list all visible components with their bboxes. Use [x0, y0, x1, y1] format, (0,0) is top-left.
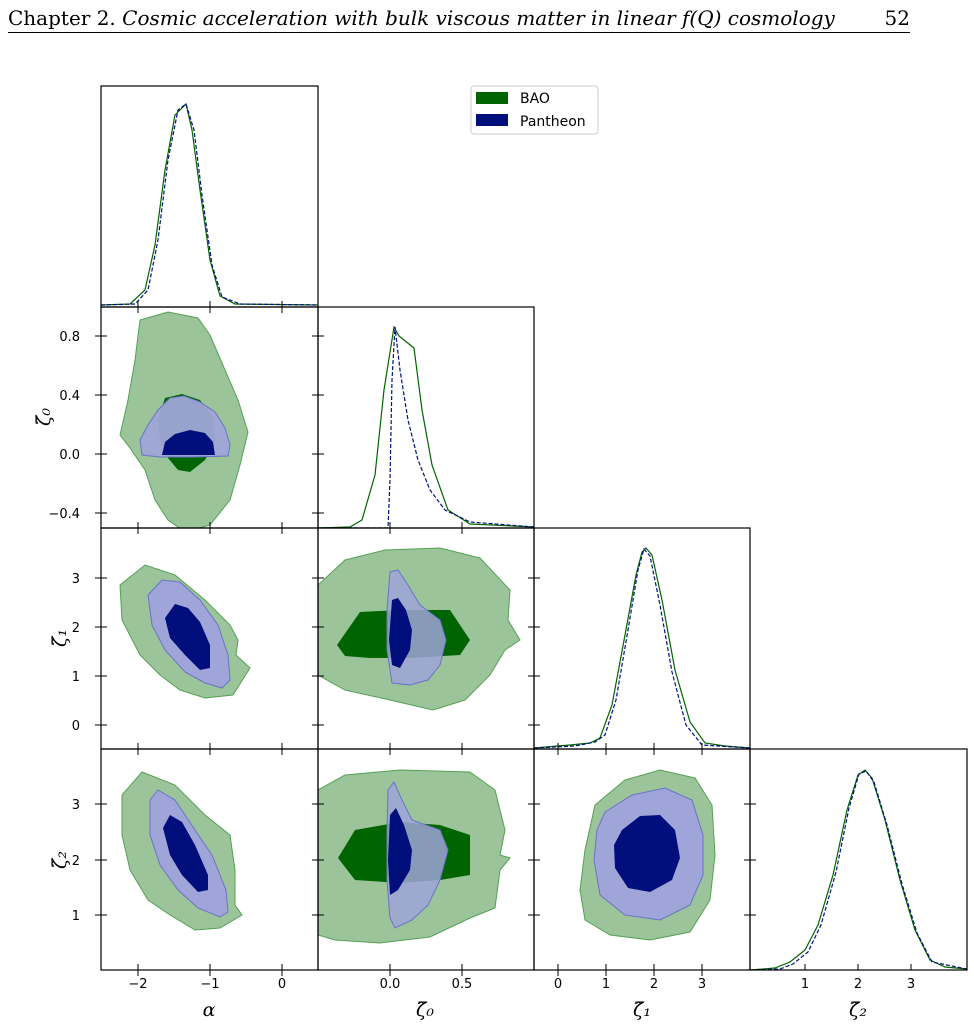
pantheon-zeta1-curve: [534, 547, 750, 749]
tick-label: 2: [72, 621, 80, 636]
pantheon-zeta2-curve: [750, 770, 967, 970]
y-tick-labels: 0.8 0.4 0.0 −0.4 3 2 1 0 3 2 1: [48, 330, 80, 924]
title-prefix: Cosmic acceleration with bulk viscous ma…: [122, 6, 683, 30]
chapter-number: Chapter 2.: [8, 6, 116, 30]
panel-zeta1-zeta2: [579, 769, 716, 941]
pantheon-zeta0-curve: [318, 326, 534, 528]
tick-label: −2: [128, 977, 147, 992]
panel-zeta0-zeta1: [318, 547, 521, 711]
panel-alpha-zeta1: [119, 564, 251, 699]
tick-label: 0: [554, 977, 562, 992]
pantheon-68-contour: [165, 604, 210, 670]
panel-alpha-zeta0: [119, 311, 249, 528]
running-header: Chapter 2. Cosmic acceleration with bulk…: [8, 4, 910, 33]
tick-label: 1: [72, 909, 80, 924]
tick-label: 2: [854, 977, 862, 992]
x-axis-label-zeta1: ζ̃₁: [633, 999, 651, 1021]
tick-label: 1: [801, 977, 809, 992]
panel-zeta0-marginal: [318, 325, 534, 528]
tick-label: 2: [72, 854, 80, 869]
frame-zeta1-marginal: [533, 527, 751, 750]
panel-alpha-marginal: [101, 102, 318, 306]
legend: BAO Pantheon: [470, 85, 599, 135]
panel-zeta1-marginal: [534, 547, 750, 749]
legend-label-bao: BAO: [520, 91, 550, 107]
y-axis-label-zeta1: ζ̃₁: [49, 629, 71, 647]
tick-label: 0.5: [452, 977, 473, 992]
axis-labels: α ζ̃₀ ζ̃₁ ζ̃₂ ζ̃₀ ζ̃₁ ζ̃₂: [33, 408, 867, 1021]
legend-label-pantheon: Pantheon: [520, 114, 586, 130]
pantheon-68-contour: [162, 430, 215, 455]
pantheon-68-contour: [388, 808, 412, 895]
tick-marks: [95, 301, 912, 976]
x-axis-label-zeta2: ζ̃₂: [849, 999, 867, 1021]
tick-label: 2: [650, 977, 658, 992]
legend-swatch-bao: [476, 92, 508, 104]
tick-label: 0: [278, 977, 286, 992]
pantheon-68-contour: [389, 598, 412, 668]
tick-label: 0.0: [59, 448, 80, 463]
tick-label: −1: [200, 977, 219, 992]
tick-label: 0.4: [59, 389, 80, 404]
bao-zeta1-curve: [534, 547, 750, 749]
panel-zeta2-marginal: [750, 769, 967, 970]
tick-label: 0: [72, 719, 80, 734]
tick-label: −0.4: [48, 507, 80, 522]
pantheon-68-contour: [614, 815, 680, 892]
tick-label: 0.0: [380, 977, 401, 992]
bao-zeta2-curve: [750, 769, 967, 970]
frame-zeta0-marginal: [317, 306, 535, 529]
tick-label: 3: [698, 977, 706, 992]
pantheon-95-contour: [386, 781, 449, 929]
tick-label: 0.8: [59, 330, 80, 345]
legend-swatch-pantheon: [476, 114, 508, 126]
x-axis-label-zeta0: ζ̃₀: [416, 999, 434, 1021]
tick-label: 1: [602, 977, 610, 992]
tick-label: 1: [72, 670, 80, 685]
tick-label: 3: [72, 572, 80, 587]
pantheon-68-contour: [163, 815, 208, 892]
tick-label: 3: [907, 977, 915, 992]
page-number: 52: [884, 6, 910, 30]
panel-zeta0-zeta2: [318, 769, 511, 944]
bao-alpha-curve: [101, 102, 318, 306]
bao-zeta0-curve: [318, 325, 534, 528]
frame-zeta2-marginal: [749, 748, 968, 971]
tick-label: 3: [72, 798, 80, 813]
y-axis-label-zeta2: ζ̃₂: [49, 851, 71, 869]
title-suffix: cosmology: [721, 6, 835, 30]
panel-frames: [100, 85, 968, 971]
frame-alpha-marginal: [100, 85, 319, 308]
panel-alpha-zeta2: [121, 771, 243, 931]
x-tick-labels: −2 −1 0 0.0 0.5 0 1 2 3 1 2 3: [128, 977, 915, 992]
title-fq: f(Q): [682, 6, 722, 30]
chapter-title: Chapter 2. Cosmic acceleration with bulk…: [8, 6, 835, 30]
y-axis-label-zeta0: ζ̃₀: [33, 408, 55, 426]
x-axis-label-alpha: α: [203, 999, 216, 1021]
pantheon-alpha-curve: [101, 103, 318, 306]
